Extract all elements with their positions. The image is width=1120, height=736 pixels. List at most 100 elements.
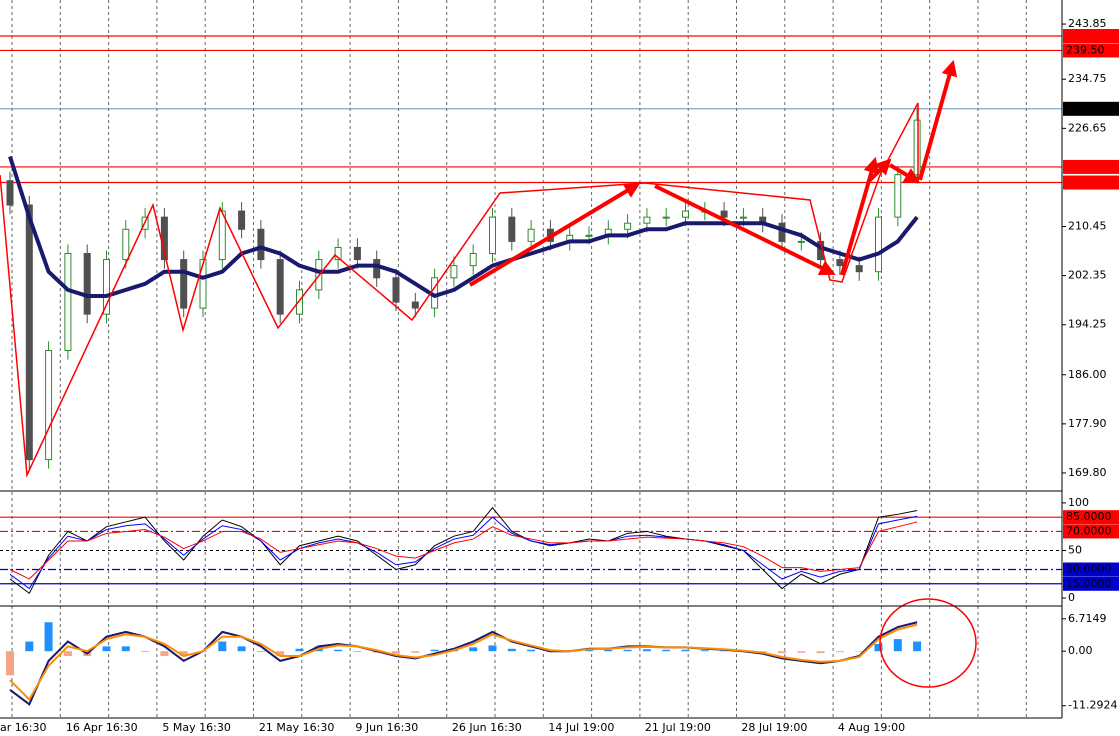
- histogram-bar: [141, 651, 150, 652]
- histogram-bar: [835, 651, 844, 653]
- candle-body: [296, 289, 303, 315]
- y-tick-label: 0: [1068, 591, 1075, 604]
- level-box: [1063, 175, 1119, 190]
- x-tick-label: 28 Jul 19:00: [741, 721, 807, 734]
- histogram-bar: [720, 650, 729, 652]
- y-tick-label: 177.90: [1068, 417, 1107, 430]
- candle-body: [682, 210, 689, 218]
- histogram-bar: [44, 622, 53, 652]
- histogram-bar: [121, 646, 130, 652]
- candle-body: [797, 240, 805, 243]
- level-box: [1063, 101, 1119, 116]
- signal-line: [9, 623, 918, 702]
- histogram-bar: [218, 641, 227, 652]
- candle-body: [469, 253, 477, 267]
- y-tick-label: 194.25: [1068, 318, 1107, 331]
- histogram-bar: [6, 651, 14, 676]
- x-tick-label: 14 Jul 19:00: [548, 721, 614, 734]
- histogram-bar: [778, 651, 786, 654]
- candle-body: [624, 222, 632, 230]
- level-box: [1063, 510, 1119, 525]
- candle-body: [353, 246, 361, 261]
- candle-body: [257, 228, 265, 261]
- level-box: [1063, 576, 1119, 591]
- y-tick-label: 169.80: [1068, 466, 1107, 479]
- x-tick-label: 5 May 16:30: [162, 721, 230, 734]
- histogram-bar: [334, 649, 343, 652]
- candle-body: [64, 253, 72, 352]
- histogram-bar: [411, 651, 420, 653]
- candle-body: [855, 265, 863, 273]
- candle-body: [778, 222, 786, 242]
- candle-body: [894, 174, 902, 218]
- candle-body: [720, 210, 728, 218]
- level-box: [1063, 159, 1119, 174]
- oscillator-line: [9, 521, 918, 580]
- histogram-bar: [797, 651, 806, 653]
- histogram-bar: [392, 651, 400, 654]
- candle-body: [83, 253, 91, 315]
- y-tick-label: 186.00: [1068, 368, 1107, 381]
- histogram-bar: [256, 651, 265, 652]
- level-label: 70.0000: [1066, 524, 1112, 537]
- candle-body: [836, 259, 844, 267]
- candle-body: [238, 210, 246, 230]
- candle-body: [122, 228, 130, 261]
- histogram-bar: [237, 646, 246, 652]
- histogram-bar: [642, 649, 651, 652]
- candle-body: [334, 246, 342, 261]
- candle-body: [199, 259, 207, 309]
- oscillator-line: [9, 515, 918, 590]
- candle-body: [585, 234, 593, 237]
- annotations: [0, 59, 977, 688]
- histogram-bar: [102, 646, 111, 652]
- y-tick-label: 0.00: [1068, 644, 1093, 657]
- histogram-bar: [700, 650, 709, 652]
- y-tick-label: 234.75: [1068, 72, 1107, 85]
- histogram-bar: [855, 651, 864, 652]
- histogram-bar: [507, 648, 516, 652]
- histogram-bar: [623, 649, 632, 652]
- candle-body: [662, 216, 670, 219]
- x-tick-label: 9 Jun 16:30: [355, 721, 418, 734]
- histogram-bar: [63, 651, 72, 657]
- histogram-bar: [816, 651, 825, 654]
- arrow: [888, 163, 921, 184]
- candle-body: [489, 216, 496, 255]
- y-tick-label: 243.85: [1068, 17, 1107, 30]
- histogram-bar: [604, 649, 613, 652]
- candle-body: [527, 228, 535, 242]
- histogram-bar: [662, 649, 671, 652]
- x-tick-label: 4 Aug 19:00: [838, 721, 905, 734]
- level-label: 239.50: [1066, 43, 1105, 56]
- candle-body: [25, 204, 33, 461]
- level-label: 30.0000: [1066, 563, 1112, 576]
- candle-body: [392, 277, 400, 303]
- x-tick-label: 16 Apr 16:30: [66, 721, 138, 734]
- histogram-bar: [295, 648, 304, 652]
- arrow: [866, 158, 892, 184]
- histogram-bar: [276, 651, 285, 657]
- level-box: [1063, 524, 1119, 539]
- histogram-bar: [469, 647, 478, 652]
- y-tick-label: -11.2924: [1068, 699, 1117, 712]
- candle-body: [276, 259, 284, 315]
- y-tick-label: 210.45: [1068, 220, 1107, 233]
- candle-body: [913, 119, 921, 176]
- candle-body: [45, 350, 53, 461]
- candle-body: [180, 259, 188, 309]
- x-tick-label: 21 May 16:30: [259, 721, 334, 734]
- histogram-bar: [160, 651, 169, 657]
- level-box: [1063, 29, 1119, 44]
- zigzag: [0, 102, 919, 478]
- histogram-bar: [893, 639, 902, 652]
- histogram-bar: [874, 643, 883, 652]
- histogram-bar: [488, 645, 497, 652]
- x-tick-label: 21 Jul 19:00: [645, 721, 711, 734]
- level-box: [1063, 562, 1119, 577]
- histogram-bar: [25, 641, 34, 652]
- y-tick-label: 226.65: [1068, 121, 1107, 134]
